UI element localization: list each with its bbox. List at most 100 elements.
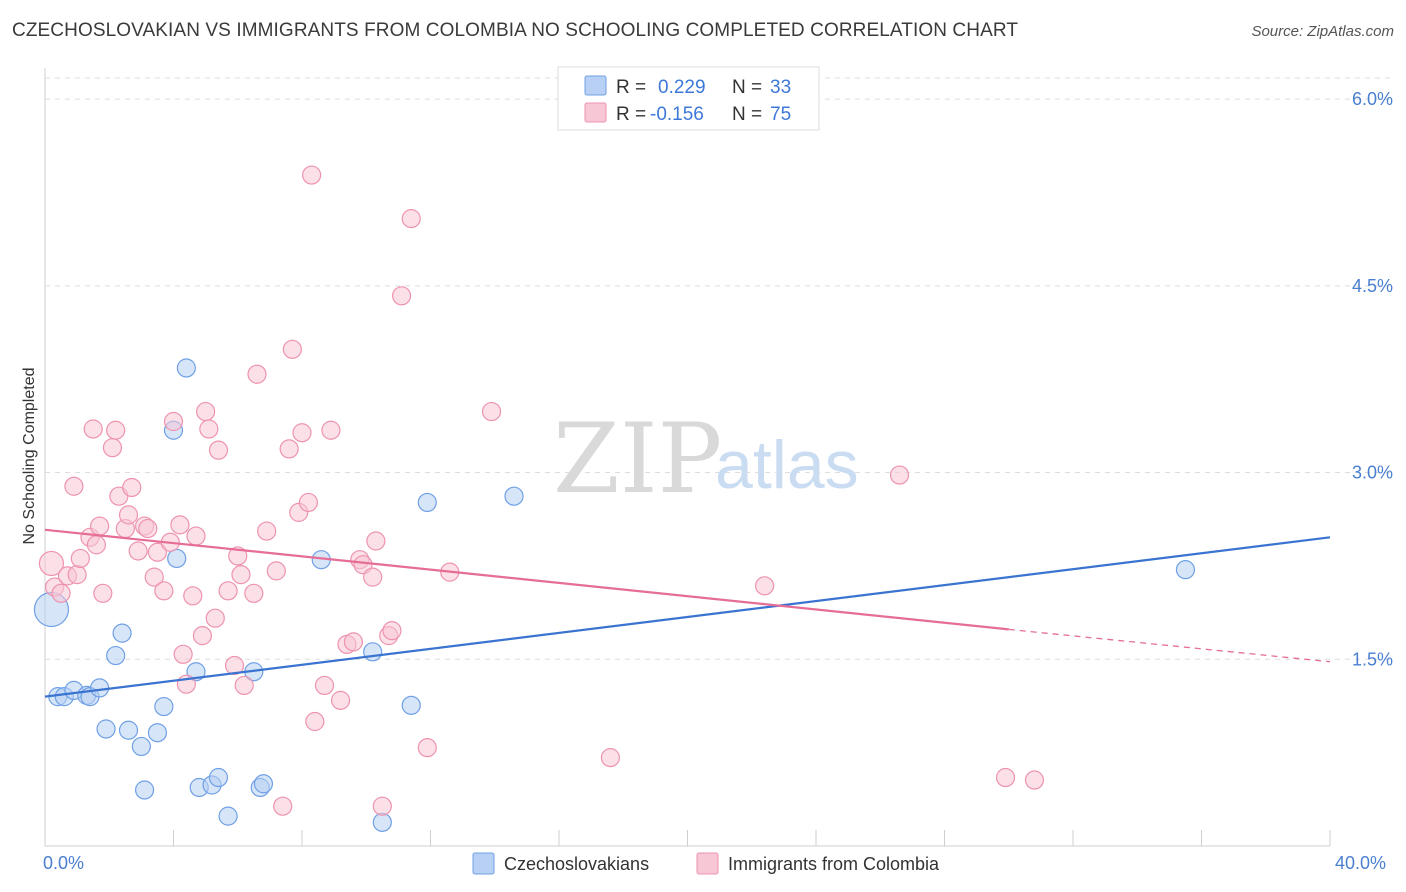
colombia-point: [192, 626, 213, 646]
czechoslovakian-point: [401, 695, 421, 715]
czechoslovakian-point: [253, 774, 274, 794]
czechoslovakian-point: [118, 720, 139, 740]
colombia-point: [163, 411, 184, 432]
colombia-point: [228, 546, 248, 566]
colombia-point: [266, 561, 286, 581]
x-tick-marks: [173, 830, 1331, 846]
colombia-point: [51, 583, 71, 603]
czechoslovakian-point: [372, 812, 392, 832]
y-tick-label: 3.0%: [1352, 463, 1393, 483]
y-tick-label: 4.5%: [1352, 276, 1393, 296]
source-label: Source: ZipAtlas.com: [1251, 23, 1394, 40]
colombia-point: [391, 286, 412, 306]
watermark-zip: ZIP: [553, 403, 722, 515]
colombia-point: [321, 420, 341, 440]
y-tick-label: 6.0%: [1352, 89, 1393, 109]
legend-n-value-1: 33: [770, 77, 791, 98]
colombia-point: [218, 581, 238, 601]
y-tick-labels: 1.5% 3.0% 4.5% 6.0%: [1352, 89, 1393, 669]
legend-n-label-2: N =: [732, 104, 767, 125]
colombia-point: [995, 767, 1016, 788]
bottom-legend-swatch-pink: [696, 852, 719, 875]
colombia-point: [93, 583, 113, 603]
colombia-point: [257, 521, 277, 541]
czechoslovakian-point: [112, 623, 132, 643]
colombia-point: [224, 655, 245, 676]
colombia-point: [382, 621, 402, 641]
colombia-point: [196, 401, 216, 422]
colombia-point: [279, 439, 299, 459]
colombia-point: [401, 209, 421, 229]
legend-r-label-1: R =: [616, 77, 651, 98]
czechoslovakian-point: [208, 767, 229, 788]
colombia-point: [330, 690, 351, 710]
czechoslovakian-point: [167, 548, 187, 569]
y-axis-label: No Schooling Completed: [21, 368, 38, 545]
colombia-point: [147, 542, 168, 562]
czechoslovakian-point: [363, 642, 383, 662]
colombia-point: [102, 438, 123, 458]
colombia-point: [90, 516, 110, 536]
colombia-point: [38, 550, 65, 577]
bottom-legend-swatch-blue: [472, 852, 495, 875]
czechoslovakian-trend-line: [44, 536, 1331, 698]
colombia-point: [234, 675, 254, 696]
colombia-point: [302, 165, 322, 185]
colombia-point: [417, 738, 437, 758]
colombia-point: [1024, 770, 1045, 790]
czechoslovakian-point: [147, 723, 168, 743]
legend-r-label-2: R =: [616, 104, 651, 125]
colombia-point: [314, 675, 335, 696]
legend-swatch-blue: [584, 75, 607, 96]
colombia-point: [205, 608, 225, 628]
colombia-point: [247, 364, 267, 384]
colombia-point: [67, 565, 87, 585]
bottom-legend-label-pink: Immigrants from Colombia: [728, 854, 940, 874]
czechoslovakian-point: [96, 719, 116, 739]
colombia-point: [144, 567, 164, 587]
x-tick-label-min: 0.0%: [43, 853, 84, 873]
colombia-point: [231, 565, 251, 585]
colombia-point: [186, 526, 206, 546]
legend-box: R = 0.229 N = 33 R = -0.156 N = 75: [557, 66, 820, 131]
colombia-trend-line: [44, 528, 1009, 631]
colombia-point: [754, 576, 775, 596]
czechoslovakian-point: [90, 678, 110, 698]
colombia-point: [154, 581, 174, 601]
czechoslovakian-point: [1175, 560, 1196, 580]
colombia-point: [481, 401, 502, 422]
czechoslovakian-point: [218, 806, 238, 826]
czechoslovakian-point: [154, 696, 174, 717]
colombia-point: [244, 583, 264, 603]
colombia-point: [118, 505, 139, 525]
colombia-point: [292, 423, 312, 443]
colombia-point: [889, 465, 910, 485]
colombia-point: [86, 535, 107, 555]
colombia-point: [128, 541, 148, 561]
legend-swatch-pink: [584, 102, 607, 123]
colombia-point: [366, 531, 386, 551]
czechoslovakian-point: [504, 486, 524, 506]
series-layer: [33, 165, 1331, 832]
czechoslovakian-point: [131, 736, 151, 757]
bottom-legend: Czechoslovakians Immigrants from Colombi…: [472, 852, 940, 875]
chart-title: CZECHOSLOVAKIAN VS IMMIGRANTS FROM COLOM…: [12, 20, 1019, 41]
legend-n-value-2: 75: [770, 104, 791, 125]
czechoslovakian-point: [134, 780, 155, 800]
colombia-point: [298, 492, 319, 513]
watermark-atlas: atlas: [715, 427, 859, 503]
legend-r-value-2: -0.156: [650, 104, 704, 125]
colombia-point: [273, 796, 293, 816]
colombia-point: [106, 420, 126, 440]
colombia-point: [170, 515, 190, 535]
colombia-point: [208, 440, 229, 460]
colombia-point: [70, 548, 90, 569]
colombia-point: [138, 518, 158, 539]
x-tick-label-max: 40.0%: [1335, 853, 1386, 873]
colombia-point: [372, 796, 392, 816]
colombia-point: [282, 339, 302, 359]
y-tick-label: 1.5%: [1352, 649, 1393, 669]
colombia-point: [305, 711, 325, 732]
bottom-legend-label-blue: Czechoslovakians: [504, 854, 649, 874]
colombia-point: [199, 419, 219, 439]
